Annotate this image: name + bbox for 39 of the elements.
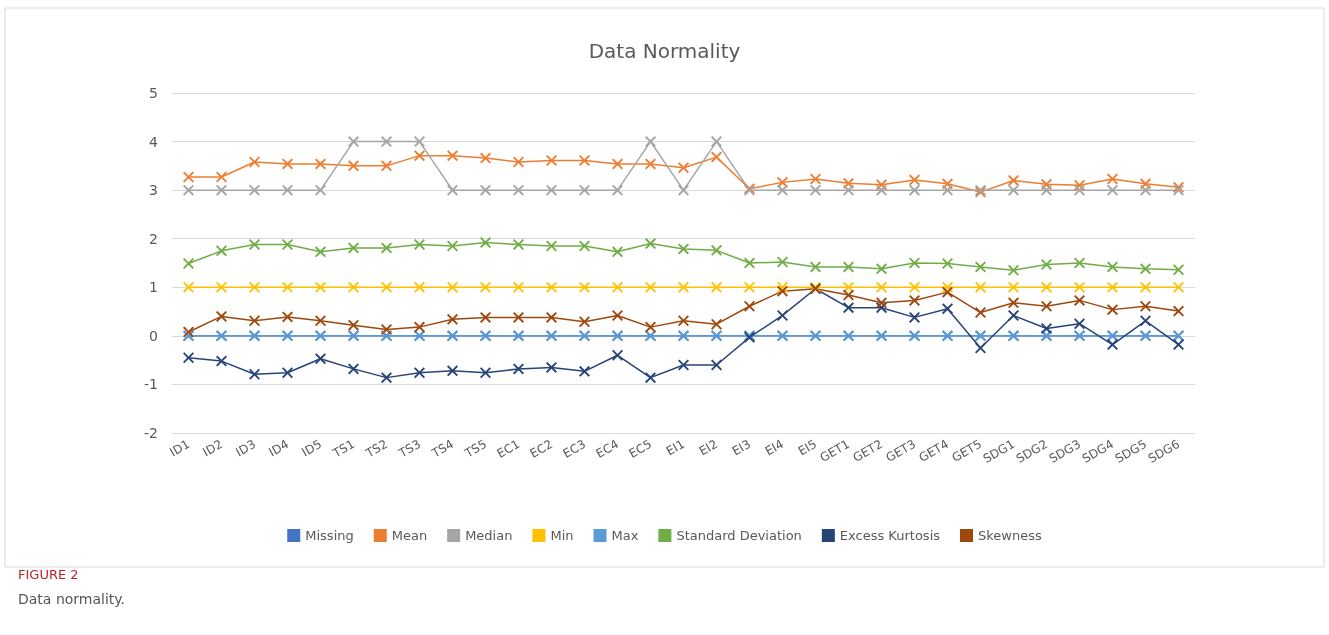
y-tick-label: -1	[144, 376, 158, 393]
legend-label: Mean	[391, 528, 428, 543]
y-tick-label: 1	[149, 279, 158, 296]
x-tick-label: EC3	[560, 436, 588, 461]
x-tick-label: EI2	[696, 436, 720, 459]
x-tick-label: EI4	[762, 436, 786, 459]
legend-label: Standard Deviation	[676, 528, 802, 543]
x-tick-label: ID5	[299, 436, 324, 460]
legend-label: Skewness	[978, 528, 1042, 543]
x-tick-label: EC2	[527, 436, 555, 461]
y-tick-label: 0	[149, 327, 158, 344]
x-tick-label: ID4	[266, 436, 291, 460]
y-tick-label: 3	[149, 182, 158, 199]
x-tick-label: ID1	[167, 436, 192, 460]
legend-label: Median	[465, 528, 513, 543]
chart-title: Data Normality	[588, 39, 741, 63]
y-tick-label: 4	[149, 133, 159, 150]
legend-label: Missing	[305, 528, 354, 543]
x-tick-label: EI5	[795, 436, 819, 459]
x-tick-label: TS2	[362, 436, 390, 461]
text: Data normality.	[18, 591, 126, 607]
y-tick-label: 5	[149, 85, 158, 101]
x-tick-label: ID2	[200, 436, 225, 460]
x-tick-label: EI3	[729, 436, 753, 459]
legend-label: Excess Kurtosis	[839, 528, 941, 543]
x-tick-label: EI1	[663, 436, 687, 459]
x-tick-label: TS4	[428, 436, 456, 461]
x-tick-label: ID3	[233, 436, 258, 460]
x-tick-label: TS5	[461, 436, 489, 461]
x-tick-label: TS1	[329, 436, 357, 461]
x-tick-label: EC1	[494, 436, 522, 461]
legend-label: Min	[550, 528, 574, 543]
x-tick-label: EC4	[593, 436, 621, 461]
x-tick-label: EC5	[626, 436, 654, 461]
y-tick-label: -2	[144, 425, 158, 441]
x-tick-label: TS3	[395, 436, 423, 461]
caption: FIGURE 2	[18, 567, 79, 582]
y-tick-label: 2	[149, 230, 158, 247]
legend-label: Max	[611, 528, 639, 543]
